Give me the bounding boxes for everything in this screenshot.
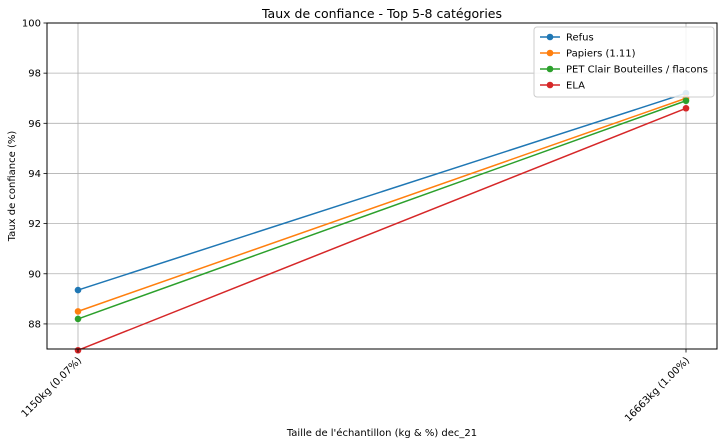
plot-area	[77, 92, 687, 349]
data-point	[682, 97, 690, 105]
legend-label: ELA	[566, 81, 585, 92]
legend-marker	[546, 81, 554, 89]
legend-label: Papiers (1.11)	[566, 49, 636, 60]
y-tick-label: 100	[22, 19, 41, 30]
y-tick-label: 92	[28, 219, 41, 230]
y-tick-label: 88	[28, 319, 41, 330]
legend-marker	[546, 49, 554, 57]
y-axis-label: Taux de confiance (%)	[7, 131, 18, 243]
y-tick-label: 98	[28, 69, 41, 80]
data-point	[74, 286, 82, 294]
series-line	[79, 107, 687, 349]
legend-label: PET Clair Bouteilles / flacons	[566, 65, 708, 76]
series-layer	[74, 89, 690, 354]
legend-marker	[546, 65, 554, 73]
series-line	[77, 100, 687, 320]
legend: Refus Papiers (1.11) PET Clair Bouteilles …	[533, 26, 715, 98]
series-line	[77, 97, 687, 313]
y-tick-label: 94	[28, 169, 41, 180]
data-point	[74, 308, 82, 315]
legend-label: Refus	[566, 33, 594, 44]
legend-marker	[546, 33, 554, 41]
y-tick-label: 90	[28, 269, 41, 280]
plot-frame	[46, 22, 718, 350]
data-point	[74, 315, 82, 323]
legend-box	[533, 26, 715, 98]
chart-title: Taux de confiance - Top 5-8 catégories	[261, 6, 502, 21]
y-tick-label: 96	[28, 119, 41, 130]
data-point	[682, 104, 690, 112]
series-line	[77, 92, 687, 291]
x-axis-label: Taille de l'échantillon (kg & %) dec_21	[286, 427, 477, 439]
